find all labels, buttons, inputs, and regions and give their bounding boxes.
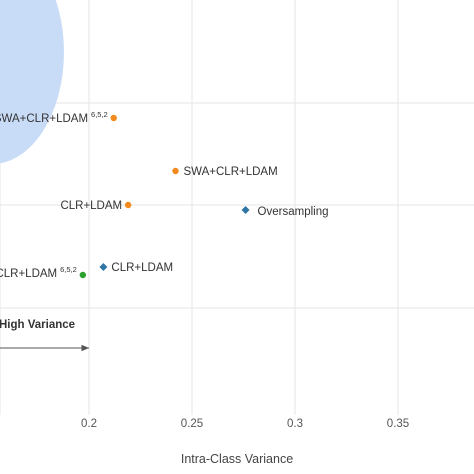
x-tick-label: 0.25 xyxy=(181,418,203,430)
gridlines xyxy=(0,0,474,415)
x-tick-label: 0.3 xyxy=(287,418,303,430)
circle-point xyxy=(172,167,179,175)
diamond-point xyxy=(241,206,250,214)
circle-point xyxy=(110,114,117,122)
annotation-group: High Variance xyxy=(0,319,89,352)
diamond-point xyxy=(99,263,108,271)
point-label: SWA+CLR+LDAM xyxy=(184,166,278,178)
high-accuracy-region xyxy=(0,0,64,164)
data-points: SWA+CLR+LDAM 6,5,2 SWA+CLR+LDAM CLR+LDAM Ove… xyxy=(0,110,329,280)
point-label: SWA+CLR+LDAM 6,5,2 xyxy=(0,110,108,125)
point-label: CLR+LDAM xyxy=(60,200,122,212)
point-label: CLR+LDAM xyxy=(111,262,173,274)
circle-point xyxy=(124,201,132,209)
high-variance-annotation: High Variance xyxy=(0,319,75,331)
x-axis-ticks: 0.2 0.25 0.3 0.35 xyxy=(81,418,409,430)
x-tick-label: 0.2 xyxy=(81,418,97,430)
x-tick-label: 0.35 xyxy=(387,418,409,430)
circle-point xyxy=(79,271,87,279)
point-label: Oversampling xyxy=(258,206,329,218)
point-label: CLR+LDAM 6,5,2 xyxy=(0,265,77,280)
x-axis-title: Intra-Class Variance xyxy=(181,452,293,466)
